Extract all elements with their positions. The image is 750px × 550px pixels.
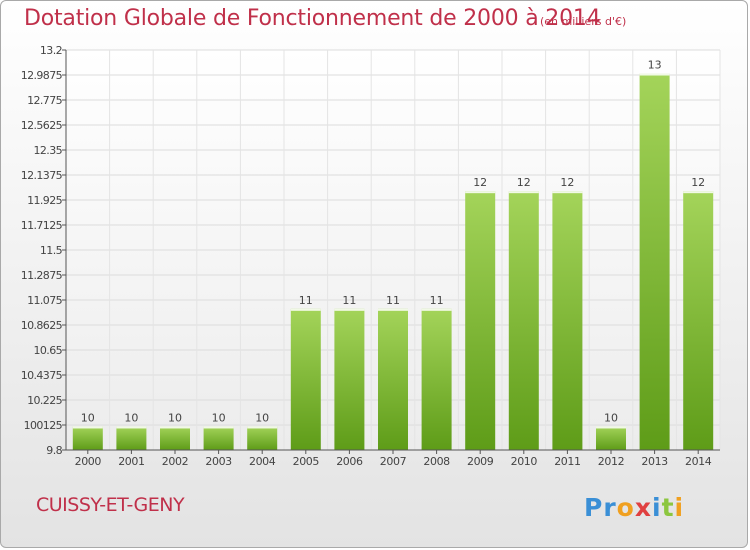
proxiti-logo: Proxiti: [584, 493, 684, 522]
bar: [683, 191, 714, 451]
x-tick-label: 2011: [554, 455, 580, 468]
data-label: 10: [124, 411, 138, 424]
y-tick-label: 11.5: [40, 244, 63, 257]
bar-top-highlight: [639, 73, 670, 76]
x-tick-label: 2012: [598, 455, 624, 468]
y-tick-label: 9.8: [46, 444, 62, 457]
bar-top-highlight: [596, 426, 626, 429]
bar: [508, 191, 539, 451]
x-tick-label: 2005: [293, 455, 320, 468]
data-label: 10: [168, 411, 182, 424]
data-label: 10: [255, 411, 269, 424]
bars: 10 10 10 10 10 11 11 11 11 12 12 12 10 13 12: [72, 59, 714, 451]
x-tick-label: 2008: [423, 455, 450, 468]
axes: 9.8 100125 10.225 10.4375 10.65 10.8625 11.075…: [21, 44, 720, 468]
bar-top-highlight: [203, 426, 234, 429]
data-label: 12: [473, 176, 487, 189]
bar-top-highlight: [290, 308, 321, 311]
bar: [421, 308, 452, 450]
x-tick-label: 2000: [75, 455, 102, 468]
y-tick-label: 11.7125: [21, 219, 63, 232]
x-tick-label: 2002: [162, 455, 188, 468]
bar: [72, 426, 103, 450]
x-tick-label: 2010: [511, 455, 538, 468]
bar: [465, 191, 496, 451]
x-tick-label: 2003: [205, 455, 232, 468]
y-tick-label: 12.1375: [21, 169, 63, 182]
bar-top-highlight: [508, 191, 539, 194]
data-label: 10: [604, 411, 618, 424]
data-label: 13: [648, 59, 662, 72]
bar-top-highlight: [421, 308, 452, 311]
y-tick-label: 12.35: [34, 144, 63, 157]
bar-top-highlight: [683, 191, 714, 194]
y-tick-label: 11.075: [27, 294, 62, 307]
bar-top-highlight: [334, 308, 365, 311]
bar-top-highlight: [378, 308, 408, 311]
bar-top-highlight: [116, 426, 147, 429]
bar: [203, 426, 234, 450]
data-label: 10: [81, 411, 95, 424]
data-label: 11: [342, 294, 356, 307]
bar: [160, 426, 190, 450]
data-label: 12: [560, 176, 574, 189]
bar: [247, 426, 278, 450]
x-tick-label: 2014: [685, 455, 712, 468]
data-label: 11: [299, 294, 313, 307]
bar: [116, 426, 147, 450]
bar-top-highlight: [465, 191, 496, 194]
data-label: 12: [691, 176, 705, 189]
bar: [552, 191, 583, 451]
y-tick-label: 10.65: [34, 344, 63, 357]
y-tick-label: 10.4375: [21, 369, 63, 382]
bar: [378, 308, 408, 450]
chart-subtitle: (en milliers d'€): [540, 15, 627, 28]
y-tick-label: 11.2875: [21, 269, 63, 282]
commune-name: CUISSY-ET-GENY: [36, 494, 185, 516]
bar-top-highlight: [247, 426, 278, 429]
data-label: 12: [517, 176, 531, 189]
x-tick-label: 2009: [467, 455, 494, 468]
data-label: 11: [386, 294, 400, 307]
x-tick-label: 2004: [249, 455, 276, 468]
bar-top-highlight: [72, 426, 103, 429]
y-tick-label: 12.775: [27, 94, 62, 107]
data-label: 10: [212, 411, 226, 424]
bar-top-highlight: [160, 426, 190, 429]
bar: [596, 426, 626, 450]
data-label: 11: [430, 294, 444, 307]
y-tick-label: 10.225: [27, 394, 62, 407]
x-tick-label: 2013: [641, 455, 668, 468]
bar: [334, 308, 365, 450]
y-tick-label: 10.8625: [21, 319, 63, 332]
bar: [290, 308, 321, 450]
svg-text:Proxiti: Proxiti: [584, 493, 684, 522]
y-tick-label: 100125: [24, 419, 63, 432]
y-tick-label: 13.2: [40, 44, 62, 57]
chart-title: Dotation Globale de Fonctionnement de 20…: [24, 6, 601, 31]
y-tick-label: 12.9875: [21, 69, 63, 82]
bar-top-highlight: [552, 191, 583, 194]
x-tick-label: 2001: [118, 455, 144, 468]
x-tick-label: 2006: [336, 455, 363, 468]
x-tick-label: 2007: [380, 455, 407, 468]
bar: [639, 73, 670, 450]
y-tick-label: 11.925: [27, 194, 62, 207]
y-tick-label: 12.5625: [21, 119, 63, 132]
